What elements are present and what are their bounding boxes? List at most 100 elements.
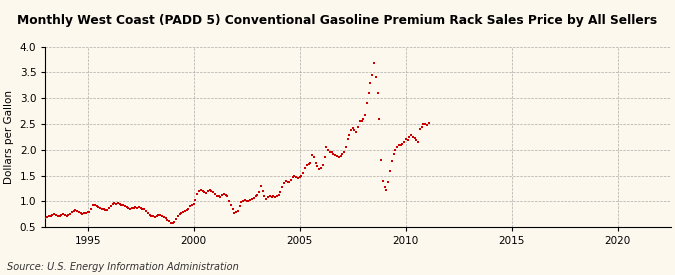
Point — [116, 203, 127, 207]
Point — [139, 207, 150, 211]
Point — [132, 206, 142, 210]
Point — [81, 210, 92, 215]
Point — [222, 194, 233, 198]
Point — [271, 194, 282, 198]
Point — [326, 150, 337, 155]
Point — [200, 190, 211, 195]
Point — [217, 193, 227, 197]
Point — [219, 191, 230, 196]
Point — [335, 154, 346, 158]
Point — [248, 196, 259, 200]
Point — [205, 188, 215, 192]
Point — [408, 135, 418, 139]
Point — [257, 189, 268, 193]
Point — [211, 194, 222, 198]
Point — [404, 135, 415, 139]
Point — [293, 176, 304, 180]
Point — [305, 160, 316, 165]
Point — [291, 174, 302, 179]
Point — [59, 213, 70, 217]
Point — [323, 148, 333, 152]
Point — [261, 197, 272, 201]
Point — [414, 127, 425, 131]
Point — [371, 74, 381, 79]
Point — [52, 213, 63, 218]
Point — [242, 199, 252, 204]
Point — [171, 217, 182, 222]
Point — [362, 101, 373, 106]
Point — [82, 210, 93, 214]
Point — [91, 204, 102, 209]
Point — [375, 158, 386, 162]
Point — [210, 191, 221, 196]
Point — [137, 206, 148, 211]
Point — [194, 189, 205, 193]
Point — [246, 197, 257, 201]
Y-axis label: Dollars per Gallon: Dollars per Gallon — [4, 90, 14, 184]
Point — [229, 210, 240, 215]
Point — [300, 166, 310, 170]
Point — [418, 122, 429, 126]
Point — [392, 145, 402, 149]
Point — [157, 213, 167, 218]
Point — [93, 205, 104, 210]
Point — [128, 206, 139, 210]
Point — [321, 145, 331, 149]
Point — [176, 210, 187, 215]
Point — [163, 219, 174, 223]
Point — [286, 177, 296, 182]
Point — [389, 148, 400, 152]
Point — [169, 220, 180, 224]
Point — [346, 128, 356, 132]
Point — [178, 210, 188, 214]
Point — [356, 119, 367, 123]
Point — [365, 81, 376, 85]
Point — [328, 152, 339, 156]
Point — [105, 204, 116, 209]
Point — [303, 162, 314, 166]
Point — [394, 142, 404, 147]
Point — [240, 198, 250, 202]
Point — [400, 137, 411, 142]
Point — [379, 185, 390, 189]
Point — [338, 150, 349, 155]
Point — [45, 214, 56, 218]
Point — [296, 173, 307, 178]
Point — [84, 209, 95, 214]
Point — [409, 136, 420, 141]
Point — [122, 205, 132, 210]
Point — [144, 213, 155, 217]
Point — [259, 194, 270, 198]
Point — [202, 189, 213, 193]
Point — [192, 191, 202, 196]
Point — [63, 213, 74, 218]
Point — [388, 152, 399, 156]
Point — [386, 159, 397, 163]
Point — [213, 194, 224, 198]
Point — [252, 193, 263, 197]
Text: Monthly West Coast (PADD 5) Conventional Gasoline Premium Rack Sales Price by Al: Monthly West Coast (PADD 5) Conventional… — [18, 14, 657, 27]
Point — [374, 117, 385, 121]
Point — [243, 199, 254, 204]
Point — [316, 166, 327, 170]
Point — [197, 189, 208, 193]
Point — [173, 213, 184, 218]
Point — [385, 169, 396, 174]
Point — [160, 216, 171, 221]
Point — [68, 208, 79, 213]
Point — [423, 121, 434, 125]
Point — [123, 206, 134, 210]
Point — [114, 202, 125, 206]
Point — [125, 206, 136, 211]
Point — [44, 213, 55, 218]
Point — [397, 141, 408, 146]
Point — [416, 124, 427, 129]
Point — [306, 153, 317, 157]
Point — [185, 204, 196, 209]
Point — [188, 202, 199, 206]
Point — [56, 213, 67, 218]
Point — [47, 213, 58, 218]
Point — [310, 160, 321, 165]
Point — [325, 150, 335, 155]
Point — [130, 205, 141, 210]
